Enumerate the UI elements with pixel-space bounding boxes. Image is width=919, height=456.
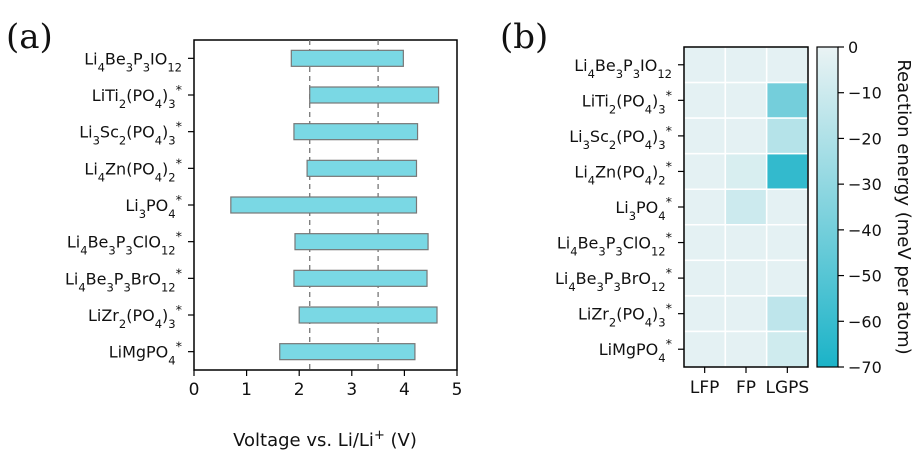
colorbar (816, 46, 839, 368)
voltage-window-chart: Li4Be3P3IO12 LiTi2(PO4)3* Li3Sc2(PO4)3* Li4… (65, 39, 463, 452)
x-tick-label: 1 (241, 380, 252, 400)
heatmap-cell (683, 152, 727, 190)
material-label: LiTi2(PO4)3* (92, 83, 183, 112)
voltage-material-labels: Li4Be3P3IO12 LiTi2(PO4)3* Li3Sc2(PO4)3* Li4… (65, 49, 194, 368)
colorbar-tick-label: −50 (848, 267, 882, 286)
colorbar-title: Reaction energy (meV per atom) (893, 59, 914, 354)
material-label: Li3PO4* (125, 193, 182, 222)
x-tick-label: 5 (452, 380, 463, 400)
voltage-bar (230, 196, 418, 214)
heatmap-column-labels: LFP FP LGPS (690, 367, 809, 398)
heatmap-cell (724, 295, 768, 333)
colorbar-tick-label: −40 (848, 221, 882, 240)
heatmap-material-labels: Li4Be3P3IO12 LiTi2(PO4)3* Li3Sc2(PO4)3* Li4… (555, 56, 684, 365)
material-label: Li3Sc2(PO4)3* (79, 119, 182, 148)
heatmap-cell (724, 330, 768, 368)
heatmap-cell (765, 295, 809, 333)
heatmap-cell (724, 81, 768, 119)
panel-a-label: (a) (6, 17, 53, 57)
colorbar-tick-label: −20 (848, 129, 882, 148)
heatmap-cell (683, 224, 727, 262)
material-label: LiTi2(PO4)3* (582, 88, 673, 117)
heatmap-cell (724, 224, 768, 262)
column-label: FP (736, 378, 756, 398)
panel-b-label: (b) (500, 17, 548, 57)
heatmap-cell (765, 259, 809, 297)
heatmap-cell (765, 81, 809, 119)
heatmap-cell (765, 330, 809, 368)
material-label: Li4Be3P3IO12 (574, 56, 672, 81)
heatmap-cell (765, 117, 809, 155)
heatmap-cell (683, 46, 727, 84)
voltage-bar (293, 123, 419, 141)
column-label: LFP (690, 378, 720, 398)
voltage-x-ticks: 0 1 2 3 4 5 (189, 370, 463, 400)
x-tick-label: 4 (399, 380, 410, 400)
heatmap-cell (683, 330, 727, 368)
material-label: Li4Be3P3IO12 (84, 49, 182, 74)
material-label: Li3Sc2(PO4)3* (569, 123, 672, 152)
colorbar-tick-label: −60 (848, 312, 882, 331)
material-label: LiMgPO4* (109, 339, 183, 368)
voltage-bar (309, 86, 440, 104)
reaction-energy-heatmap: Li4Be3P3IO12 LiTi2(PO4)3* Li3Sc2(PO4)3* Li4… (555, 38, 914, 398)
voltage-x-axis-title: Voltage vs. Li/Li+ (V) (233, 428, 417, 452)
x-tick-label: 3 (346, 380, 357, 400)
heatmap-cell (683, 117, 727, 155)
material-label: LiMgPO4* (599, 337, 673, 366)
heatmap-cells (683, 46, 809, 368)
voltage-bars (230, 49, 440, 361)
x-tick-label: 0 (189, 380, 200, 400)
x-tick-label: 2 (294, 380, 305, 400)
voltage-bar (279, 343, 416, 361)
voltage-bar (306, 159, 418, 177)
heatmap-cell (724, 46, 768, 84)
colorbar-tick-label: −30 (848, 175, 882, 194)
heatmap-cell (724, 259, 768, 297)
colorbar-ticks: 0 −10 −20 −30 −40 −50 −60 −70 (838, 38, 882, 377)
material-label: Li3PO4* (615, 195, 672, 224)
material-label: Li4Be3P3ClO12* (67, 229, 183, 258)
material-label: LiZr2(PO4)3* (88, 303, 183, 332)
heatmap-cell (765, 188, 809, 226)
voltage-bar (290, 49, 404, 67)
colorbar-tick-label: −70 (848, 358, 882, 377)
voltage-bar (294, 233, 429, 251)
material-label: Li4Zn(PO4)2* (84, 156, 182, 185)
material-label: Li4Be3P3BrO12* (555, 266, 673, 295)
voltage-bar (293, 269, 428, 287)
material-label: Li4Be3P3ClO12* (557, 230, 673, 258)
column-label: LGPS (765, 378, 809, 398)
heatmap-cell (724, 188, 768, 226)
material-label: LiZr2(PO4)3* (578, 301, 673, 330)
heatmap-cell (683, 188, 727, 226)
colorbar-tick-label: 0 (848, 38, 858, 57)
heatmap-cell (765, 46, 809, 84)
heatmap-cell (683, 259, 727, 297)
colorbar-tick-label: −10 (848, 84, 882, 103)
heatmap-cell (765, 224, 809, 262)
heatmap-cell (724, 117, 768, 155)
heatmap-cell (683, 295, 727, 333)
heatmap-cell (724, 152, 768, 190)
material-label: Li4Be3P3BrO12* (65, 266, 183, 295)
voltage-bar (298, 306, 438, 324)
material-label: Li4Zn(PO4)2* (574, 159, 672, 188)
heatmap-cell (683, 81, 727, 119)
heatmap-cell (765, 152, 809, 190)
